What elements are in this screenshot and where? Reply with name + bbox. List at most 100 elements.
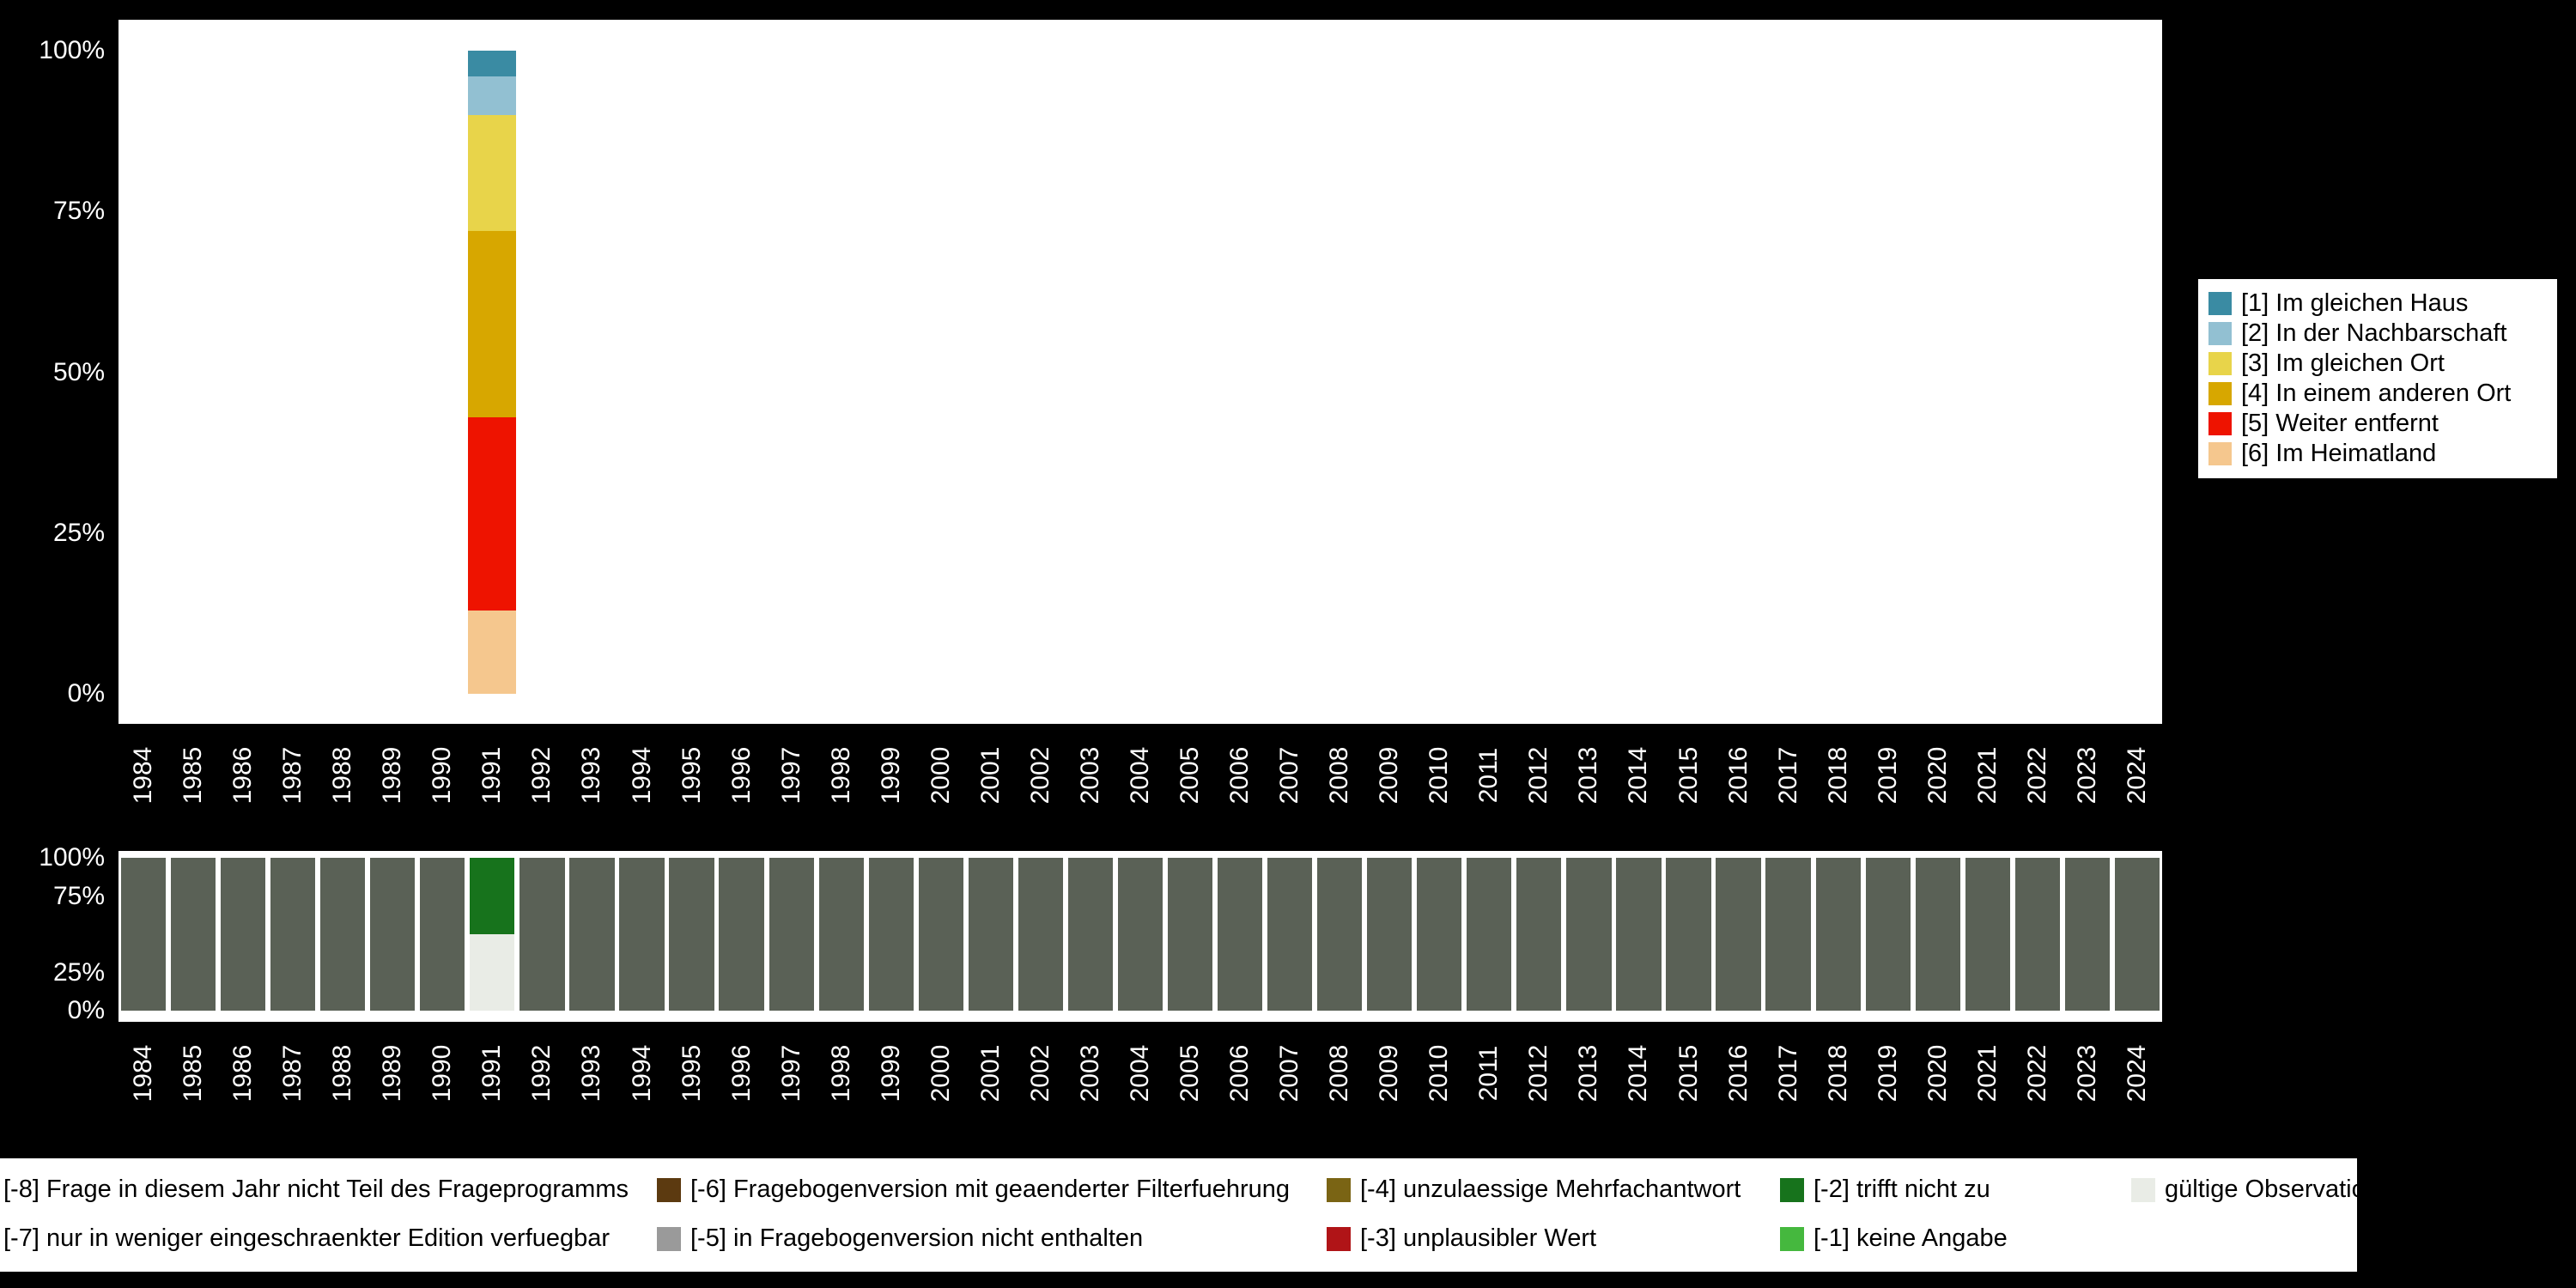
legend-item: [-6] Fragebogenversion mit geaenderter F… [657, 1176, 1327, 1204]
bar-segment [468, 114, 517, 231]
bar-column-2006 [1215, 858, 1265, 1011]
x-tick-label: 1996 [726, 1044, 756, 1103]
bar-segment [468, 76, 517, 115]
bar-column-2014 [1613, 51, 1663, 694]
x-tick-label: 1987 [278, 1044, 307, 1103]
bar-column-2008 [1315, 858, 1364, 1011]
y-tick-label: 100% [39, 36, 105, 64]
x-tick-label: 1994 [627, 1044, 656, 1103]
bar-column-2022 [2013, 858, 2063, 1011]
x-tick-label: 2001 [975, 1044, 1005, 1103]
x-tick-label: 1999 [876, 746, 905, 805]
legend-label: [6] Im Heimatland [2241, 440, 2437, 467]
x-tick-label: 2005 [1176, 746, 1205, 805]
bar-column-2021 [1963, 51, 2013, 694]
x-tick-label: 2019 [1873, 746, 1902, 805]
bar-segment [519, 858, 565, 1011]
bar-column-2016 [1714, 858, 1764, 1011]
bar-segment [1217, 858, 1263, 1011]
legend-color-swatch [1780, 1226, 1804, 1251]
legend-color-swatch [2208, 442, 2232, 465]
x-tick-label: 2020 [1923, 1044, 1952, 1103]
bar-column-2018 [1814, 858, 1863, 1011]
x-tick-label: 2023 [2072, 746, 2101, 805]
bar-column-2013 [1564, 858, 1613, 1011]
x-tick-label: 2022 [2022, 1044, 2051, 1103]
bar-segment [470, 934, 515, 1011]
bar-segment [1317, 858, 1363, 1011]
bar-segment [968, 858, 1013, 1011]
x-tick-label: 1989 [378, 746, 407, 805]
x-tick-label: 1993 [577, 1044, 606, 1103]
bar-column-1988 [318, 858, 368, 1011]
legend-label: gültige Observationen [2165, 1176, 2408, 1203]
x-tick-label: 2012 [1524, 1044, 1553, 1103]
availability-y-axis: 100% 75% 25% 0% [0, 845, 112, 1024]
legend-label: [-5] in Fragebogenversion nicht enthalte… [690, 1224, 1144, 1252]
x-tick-label: 2013 [1574, 1044, 1603, 1103]
bar-column-2012 [1514, 51, 1564, 694]
bar-column-2005 [1165, 858, 1215, 1011]
bar-segment [1765, 858, 1811, 1011]
bar-segment [868, 858, 914, 1011]
bar-column-2019 [1863, 51, 1913, 694]
legend-label: [-8] Frage in diesem Jahr nicht Teil des… [3, 1176, 629, 1203]
x-tick-label: 1996 [726, 746, 756, 805]
x-tick-label: 2002 [1025, 746, 1054, 805]
bar-segment [170, 858, 216, 1011]
bar-column-2018 [1814, 51, 1863, 694]
legend-item: [-3] unplausibler Wert [1327, 1224, 1780, 1253]
bar-segment [2014, 858, 2060, 1011]
bar-segment [370, 858, 416, 1011]
bar-segment [619, 858, 665, 1011]
bar-column-2009 [1364, 858, 1414, 1011]
x-tick-label: 2024 [2122, 746, 2151, 805]
legend-item: [-4] unzulaessige Mehrfachantwort [1327, 1176, 1780, 1204]
x-tick-label: 2004 [1126, 746, 1154, 805]
missing-values-legend-grid: [-8] Frage in diesem Jahr nicht Teil des… [0, 1176, 2407, 1253]
x-tick-label: 2010 [1425, 1044, 1454, 1103]
x-tick-label: 1999 [876, 1044, 905, 1103]
bar-column-2017 [1764, 51, 1814, 694]
legend-label: [-1] keine Angabe [1814, 1224, 2008, 1252]
x-tick-label: 1997 [776, 1044, 805, 1103]
bar-column-1994 [617, 51, 666, 694]
x-tick-label: 2003 [1075, 746, 1104, 805]
distribution-x-axis: 1984 1985 1986 1987 1988 1989 1990 1991 1992 1993… [118, 734, 2162, 820]
x-tick-label: 2006 [1225, 1044, 1255, 1103]
bar-segment [818, 858, 864, 1011]
x-tick-label: 1988 [328, 746, 357, 805]
bar-column-2020 [1913, 858, 1963, 1011]
legend-item: [-2] trifft nicht zu [1780, 1176, 2131, 1204]
bar-column-2011 [1464, 858, 1514, 1011]
x-tick-label: 1986 [228, 1044, 258, 1103]
bar-column-1993 [567, 858, 617, 1011]
bar-column-1990 [417, 858, 467, 1011]
y-tick-label: 25% [52, 957, 105, 987]
legend-color-swatch [2208, 412, 2232, 435]
bar-segment [468, 416, 517, 611]
x-tick-label: 1988 [328, 1044, 357, 1103]
bar-segment [1516, 858, 1562, 1011]
bar-column-1992 [517, 51, 567, 694]
x-tick-label: 2023 [2072, 1044, 2101, 1103]
legend-color-swatch [657, 1177, 681, 1202]
legend-label: [-4] unzulaessige Mehrfachantwort [1360, 1176, 1741, 1203]
x-tick-label: 2018 [1823, 746, 1852, 805]
x-tick-label: 2006 [1225, 746, 1255, 805]
availability-plot-area [118, 858, 2162, 1011]
bar-segment [769, 858, 814, 1011]
x-tick-label: 2020 [1923, 746, 1952, 805]
x-tick-label: 2000 [926, 746, 955, 805]
y-tick-label: 75% [52, 881, 105, 910]
x-tick-label: 2022 [2022, 746, 2051, 805]
x-tick-label: 1997 [776, 746, 805, 805]
legend-item: [-7] nur in weniger eingeschraenkter Edi… [0, 1224, 657, 1253]
bar-column-1994 [617, 858, 666, 1011]
bar-column-2010 [1414, 51, 1464, 694]
x-tick-label: 1998 [826, 1044, 855, 1103]
bar-segment [719, 858, 764, 1011]
bar-segment [1367, 858, 1413, 1011]
bar-segment [320, 858, 366, 1011]
